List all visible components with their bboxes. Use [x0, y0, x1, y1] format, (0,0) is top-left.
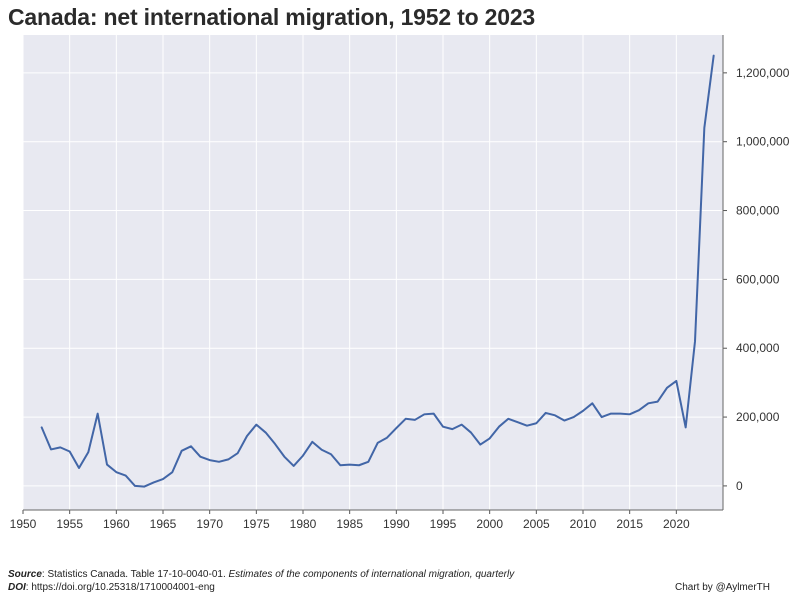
- x-tick-label: 2000: [476, 517, 503, 531]
- y-tick-label: 1,200,000: [736, 66, 790, 80]
- doi-label: DOI: [8, 582, 26, 593]
- x-tick-label: 2010: [570, 517, 597, 531]
- line-chart: 1950 1955 1960 1965 1970 1975 1980 1985 1990 1995…: [10, 35, 790, 531]
- x-tick-label: 2015: [616, 517, 643, 531]
- grid-lines: [22, 35, 723, 510]
- axes: 1950 1955 1960 1965 1970 1975 1980 1985 1990 1995…: [10, 35, 790, 531]
- x-tick-label: 1995: [430, 517, 457, 531]
- series-layer: [40, 54, 715, 488]
- x-tick-label: 1965: [150, 517, 177, 531]
- y-tick-label: 600,000: [736, 272, 780, 286]
- x-tick-label: 1970: [196, 517, 223, 531]
- x-tick-label: 1955: [56, 517, 83, 531]
- y-tick-label: 400,000: [736, 341, 780, 355]
- x-tick-label: 1975: [243, 517, 270, 531]
- x-tick-label: 1980: [290, 517, 317, 531]
- x-tick-label: 1985: [336, 517, 363, 531]
- plot-background: [23, 35, 723, 510]
- series-line-net-migration: [40, 54, 715, 488]
- x-tick-label: 1950: [10, 517, 37, 531]
- x-tick-label: 1990: [383, 517, 410, 531]
- chart-credit: Chart by @AylmerTH: [675, 582, 770, 593]
- y-tick-label: 1,000,000: [736, 135, 790, 149]
- source-table-title: Estimates of the components of internati…: [228, 569, 515, 580]
- footer-doi: DOI: https://doi.org/10.25318/1710004001…: [8, 582, 215, 593]
- y-tick-label: 200,000: [736, 410, 780, 424]
- y-tick-label: 0: [736, 479, 743, 493]
- source-label: Source: [8, 569, 42, 580]
- footer-source: Source: Statistics Canada. Table 17-10-0…: [8, 569, 514, 580]
- x-tick-label: 2020: [663, 517, 690, 531]
- x-tick-label: 1960: [103, 517, 130, 531]
- source-text: : Statistics Canada. Table 17-10-0040-01…: [41, 569, 229, 580]
- x-tick-label: 2005: [523, 517, 550, 531]
- chart-title: Canada: net international migration, 195…: [8, 4, 536, 30]
- doi-text: : https://doi.org/10.25318/1710004001-en…: [25, 582, 215, 593]
- y-tick-label: 800,000: [736, 204, 780, 218]
